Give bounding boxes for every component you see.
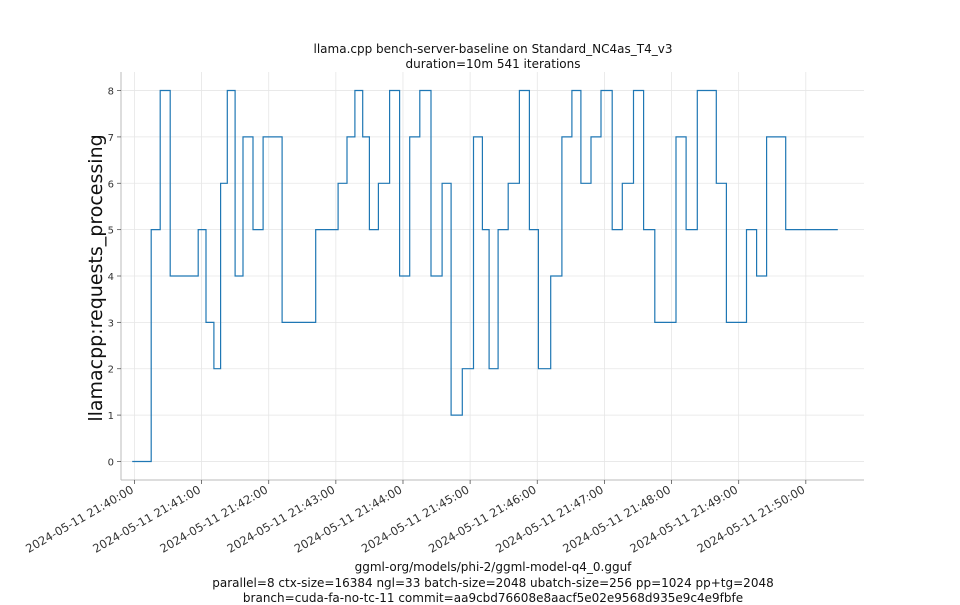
x-tick-label: 2024-05-11 21:40:00 bbox=[23, 482, 136, 555]
x-tick-label: 2024-05-11 21:42:00 bbox=[157, 482, 270, 555]
y-tick-label: 3 bbox=[108, 318, 114, 329]
x-tick-label: 2024-05-11 21:45:00 bbox=[359, 482, 472, 555]
x-tick-label: 2024-05-11 21:44:00 bbox=[292, 482, 405, 555]
x-tick-label: 2024-05-11 21:41:00 bbox=[90, 482, 203, 555]
chart-subtitle: duration=10m 541 iterations bbox=[405, 57, 581, 71]
x-tick-label: 2024-05-11 21:46:00 bbox=[426, 482, 539, 555]
x-tick-label: 2024-05-11 21:48:00 bbox=[560, 482, 673, 555]
x-tick-label: 2024-05-11 21:49:00 bbox=[627, 482, 740, 555]
y-tick-label: 8 bbox=[108, 87, 114, 98]
footer-params: parallel=8 ctx-size=16384 ngl=33 batch-s… bbox=[212, 576, 774, 590]
x-tick-label: 2024-05-11 21:47:00 bbox=[493, 482, 606, 555]
chart-title: llama.cpp bench-server-baseline on Stand… bbox=[313, 42, 673, 56]
x-tick-label: 2024-05-11 21:50:00 bbox=[695, 482, 808, 555]
y-tick-label: 4 bbox=[108, 272, 114, 283]
y-tick-label: 6 bbox=[108, 179, 114, 190]
x-tick-label: 2024-05-11 21:43:00 bbox=[225, 482, 338, 555]
y-tick-label: 7 bbox=[108, 133, 114, 144]
footer-model: ggml-org/models/phi-2/ggml-model-q4_0.gg… bbox=[354, 560, 632, 574]
footer-branch: branch=cuda-fa-no-tc-11 commit=aa9cbd766… bbox=[242, 591, 744, 605]
y-tick-label: 0 bbox=[108, 457, 114, 468]
y-tick-label: 2 bbox=[108, 365, 114, 376]
y-tick-label: 5 bbox=[108, 226, 114, 237]
y-tick-label: 1 bbox=[108, 411, 114, 422]
series-line bbox=[132, 89, 838, 463]
